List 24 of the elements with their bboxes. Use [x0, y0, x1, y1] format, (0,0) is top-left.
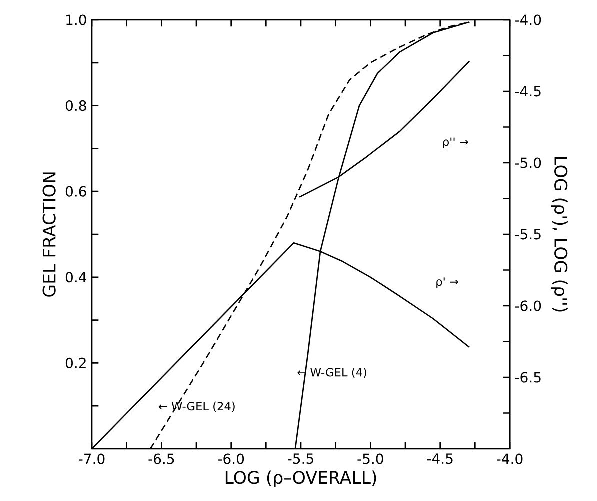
- x-tick-label: -6.0: [218, 454, 244, 464]
- x-tick-label: -5.5: [288, 454, 314, 464]
- x-tick-label: -4.0: [497, 454, 523, 464]
- x-tick-label: -6.5: [148, 454, 174, 464]
- y2-tick-label: -4.5: [515, 86, 541, 97]
- y-axis-title: GEL FRACTION: [42, 172, 56, 297]
- y2-axis-title: LOG (ρ'), LOG (ρ''): [551, 157, 568, 312]
- annotation: ρ'' →: [443, 138, 468, 148]
- annotation: ← W-GEL (24): [158, 402, 235, 412]
- x-axis-title: LOG (ρ–OVERALL): [226, 470, 376, 488]
- y2-tick-label: -6.0: [515, 300, 542, 312]
- y-tick-label: 0.4: [66, 272, 86, 283]
- x-tick-label: -4.5: [427, 454, 453, 464]
- y-tick-label: 1.0: [66, 14, 86, 26]
- y-tick-label: 0.8: [66, 100, 86, 112]
- y2-tick-label: -6.5: [515, 372, 541, 383]
- y-tick-label: 0.6: [66, 186, 86, 197]
- y-tick-label: 0.2: [66, 358, 86, 368]
- y2-tick-label: -5.0: [515, 158, 542, 168]
- y2-tick-label: -5.5: [515, 229, 541, 240]
- x-tick-label: -7.0: [79, 454, 105, 464]
- y2-tick-label: -4.0: [515, 14, 542, 26]
- annotation: ρ' →: [436, 278, 458, 288]
- x-tick-label: -5.0: [358, 454, 384, 464]
